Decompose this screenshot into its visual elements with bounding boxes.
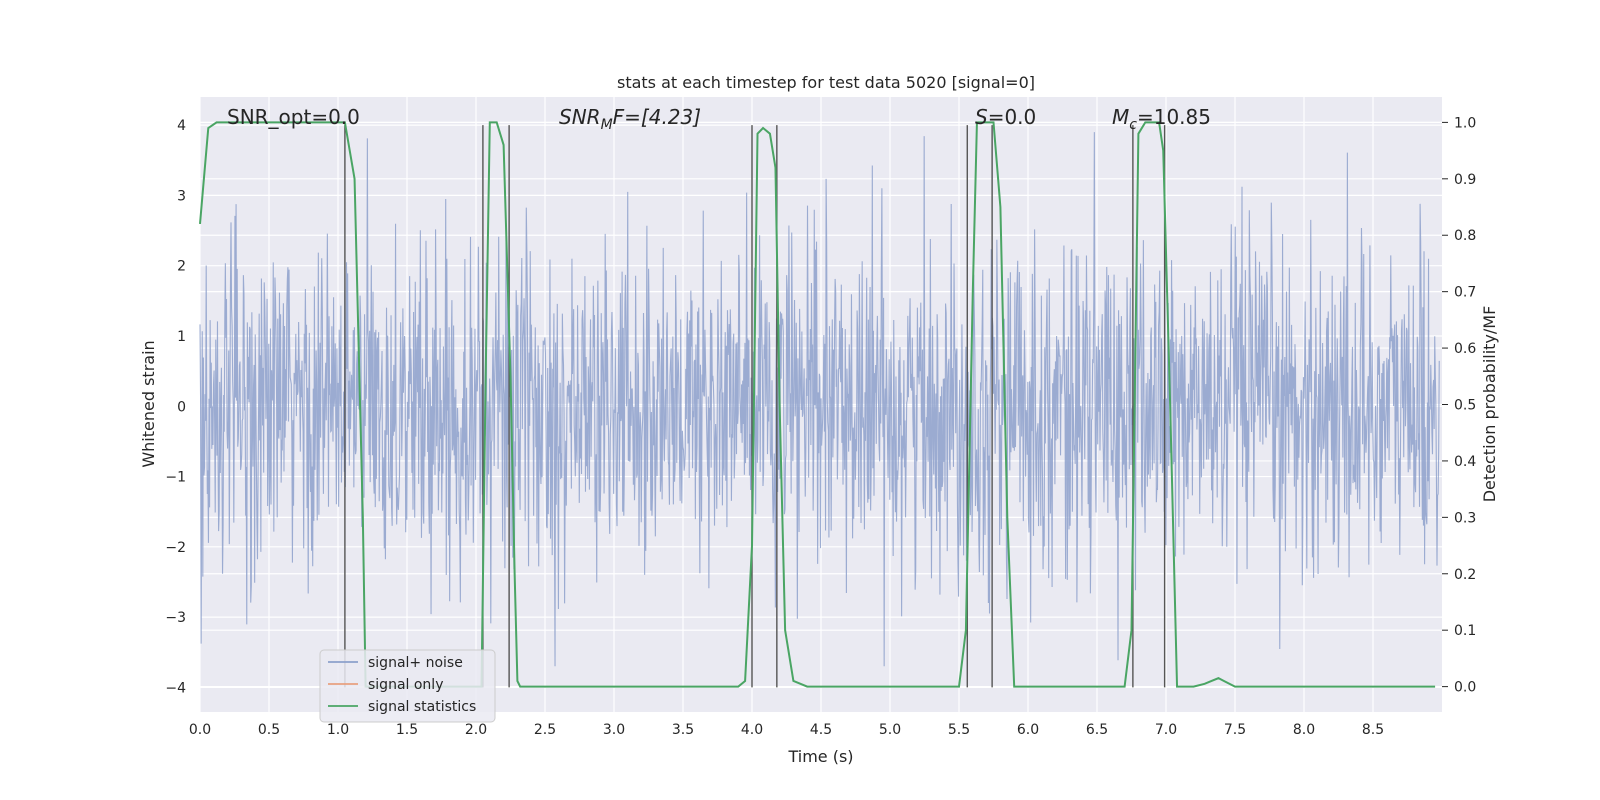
annotation-snr-mf: SNRMF=[4.23] (559, 105, 701, 133)
x-tick-label-16: 8.0 (1293, 722, 1315, 738)
y2-tick-label-0: 0.0 (1454, 680, 1476, 696)
y-tick-label-3: −1 (165, 470, 186, 486)
legend-label-signal-statistics: signal statistics (368, 699, 476, 715)
signal-plus-noise-series (199, 132, 1440, 667)
y2-tick-label-8: 0.8 (1454, 228, 1476, 244)
x-tick-label-9: 4.5 (810, 722, 832, 738)
annotation-mc-rest: =10.85 (1137, 105, 1211, 129)
annotation-s-rest: =0.0 (988, 105, 1037, 129)
x-tick-label-15: 7.5 (1224, 722, 1246, 738)
x-tick-label-17: 8.5 (1362, 722, 1384, 738)
y-tick-label-2: −2 (165, 540, 186, 556)
annotation-mc-main: M (1112, 105, 1129, 129)
signal-plus-noise-line (199, 132, 1440, 667)
annotation-mc: Mc=10.85 (1112, 105, 1211, 133)
x-tick-label-13: 6.5 (1086, 722, 1108, 738)
legend-label-signal-noise: signal+ noise (368, 655, 463, 671)
x-tick-label-10: 5.0 (879, 722, 901, 738)
x-tick-label-3: 1.5 (396, 722, 418, 738)
annotation-s-main: S (975, 105, 988, 129)
y-tick-label-4: 0 (177, 399, 186, 415)
x-tick-label-8: 4.0 (741, 722, 763, 738)
y2-tick-label-3: 0.3 (1454, 510, 1476, 526)
x-tick-label-12: 6.0 (1017, 722, 1039, 738)
y-axis-label: Whitened strain (139, 340, 158, 467)
y2-tick-label-7: 0.7 (1454, 285, 1476, 301)
annotation-snr-opt: SNR_opt=0.0 (227, 105, 360, 129)
annotation-s: S=0.0 (975, 105, 1036, 129)
x-tick-label-6: 3.0 (603, 722, 625, 738)
y-tick-label-7: 3 (177, 188, 186, 204)
annotation-snr-mf-rest-f: F=[4.23] (613, 105, 701, 129)
x-tick-label-4: 2.0 (465, 722, 487, 738)
vertical-markers (344, 125, 1166, 688)
y2-axis-ticks: 0.0 0.1 0.2 0.3 0.4 0.5 0.6 0.7 0.8 0.9 1.0 (1442, 115, 1476, 696)
y2-axis-label: Detection probability/MF (1480, 306, 1499, 503)
y2-tick-label-6: 0.6 (1454, 341, 1476, 357)
legend: signal+ noise signal only signal statist… (319, 649, 496, 723)
x-tick-label-0: 0.0 (189, 722, 211, 738)
annotation-snr-mf-main: SNR (559, 105, 601, 129)
y-tick-label-5: 1 (177, 329, 186, 345)
x-axis-label: Time (s) (787, 747, 853, 766)
y2-tick-label-4: 0.4 (1454, 454, 1476, 470)
x-tick-label-14: 7.0 (1155, 722, 1177, 738)
x-tick-label-5: 2.5 (534, 722, 556, 738)
annotation-mc-sub: c (1129, 117, 1137, 133)
y2-tick-label-2: 0.2 (1454, 567, 1476, 583)
y-tick-label-8: 4 (177, 118, 186, 134)
y-tick-label-0: −4 (165, 680, 186, 696)
y-tick-label-1: −3 (165, 610, 186, 626)
x-tick-label-2: 1.0 (327, 722, 349, 738)
y-tick-label-6: 2 (177, 259, 186, 275)
y2-tick-label-1: 0.1 (1454, 623, 1476, 639)
x-axis-ticks: 0.0 0.5 1.0 1.5 2.0 2.5 3.0 3.5 4.0 4.5 5.0 5.5 6.0 6… (189, 722, 1384, 738)
x-tick-label-7: 3.5 (672, 722, 694, 738)
y2-tick-label-10: 1.0 (1454, 115, 1476, 131)
chart-title: stats at each timestep for test data 502… (617, 73, 1035, 92)
legend-label-signal-only: signal only (368, 677, 443, 693)
y2-tick-label-9: 0.9 (1454, 172, 1476, 188)
annotation-snr-mf-sub: M (601, 117, 613, 133)
y-axis-ticks: −4 −3 −2 −1 0 1 2 3 4 (165, 118, 186, 696)
legend-box (319, 649, 496, 723)
x-tick-label-11: 5.5 (948, 722, 970, 738)
y2-tick-label-5: 0.5 (1454, 398, 1476, 414)
x-tick-label-1: 0.5 (258, 722, 280, 738)
